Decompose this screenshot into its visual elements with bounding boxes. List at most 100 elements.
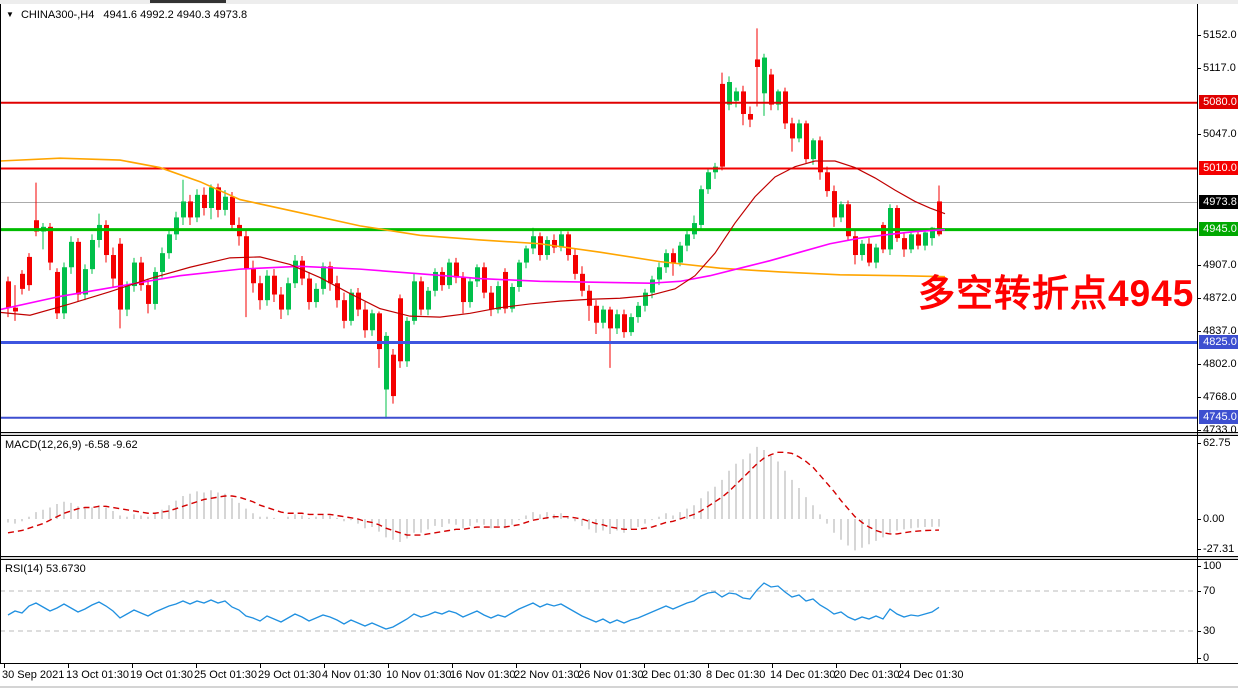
date-label: 19 Oct 01:30 bbox=[130, 669, 193, 681]
symbol-name: CHINA300-,H4 bbox=[20, 9, 95, 21]
candle-body bbox=[223, 196, 228, 210]
candle-body bbox=[608, 309, 613, 329]
candle-body bbox=[937, 201, 942, 235]
candle-body bbox=[342, 300, 347, 321]
candle-body bbox=[517, 262, 522, 287]
candle-body bbox=[279, 294, 284, 310]
panel-border bbox=[0, 432, 1238, 433]
moving-average-line bbox=[0, 157, 946, 278]
candle-body bbox=[552, 239, 557, 248]
candle-body bbox=[531, 236, 536, 249]
candle-body bbox=[790, 123, 795, 139]
candle-body bbox=[6, 281, 11, 308]
price-axis-tick bbox=[1197, 298, 1201, 299]
candle-body bbox=[125, 286, 130, 310]
candle-body bbox=[321, 266, 326, 289]
candle-body bbox=[27, 256, 32, 286]
candle-body bbox=[566, 234, 571, 256]
price-axis-tick bbox=[1197, 35, 1201, 36]
candle-body bbox=[377, 313, 382, 350]
candle-body bbox=[391, 354, 396, 397]
candle-body bbox=[671, 253, 676, 263]
rsi-axis-tick bbox=[1197, 658, 1201, 659]
panel-border bbox=[0, 556, 1238, 557]
candle-body bbox=[615, 314, 620, 329]
date-tick bbox=[68, 664, 69, 668]
candle-body bbox=[307, 278, 312, 303]
candle-body bbox=[587, 290, 592, 306]
price-axis-tick bbox=[1197, 265, 1201, 266]
price-axis-tick bbox=[1197, 397, 1201, 398]
candle-body bbox=[132, 262, 137, 287]
date-label: 10 Nov 01:30 bbox=[386, 669, 452, 681]
dropdown-triangle-icon[interactable]: ▼ bbox=[6, 10, 14, 19]
candle-body bbox=[433, 271, 438, 291]
candle-body bbox=[251, 269, 256, 284]
macd-axis-tick bbox=[1197, 519, 1201, 520]
candle-body bbox=[447, 262, 452, 286]
rsi-plot[interactable] bbox=[0, 560, 1197, 663]
candle-body bbox=[398, 298, 403, 362]
date-tick bbox=[836, 664, 837, 668]
price-axis-badge: 4945.0 bbox=[1199, 222, 1238, 236]
candle-body bbox=[510, 286, 515, 309]
candle-body bbox=[797, 123, 802, 139]
macd-plot[interactable] bbox=[0, 436, 1197, 556]
macd-signal-line bbox=[7, 451, 940, 536]
date-label: 25 Oct 01:30 bbox=[194, 669, 257, 681]
date-tick bbox=[452, 664, 453, 668]
candle-body bbox=[902, 238, 907, 250]
candle-body bbox=[384, 335, 389, 390]
candle-body bbox=[328, 266, 333, 284]
candle-body bbox=[916, 234, 921, 246]
panel-splitter[interactable] bbox=[0, 557, 1238, 559]
candle-body bbox=[769, 74, 774, 105]
candle-body bbox=[727, 82, 732, 105]
candle-body bbox=[720, 83, 725, 167]
candle-body bbox=[314, 288, 319, 303]
price-axis-label: 4802.0 bbox=[1203, 358, 1237, 370]
candle-body bbox=[97, 224, 102, 240]
candle-body bbox=[678, 245, 683, 263]
candle-body bbox=[160, 253, 165, 272]
candle-body bbox=[244, 236, 249, 270]
candle-body bbox=[118, 243, 123, 310]
date-label: 24 Dec 01:30 bbox=[898, 669, 964, 681]
candle-body bbox=[545, 239, 550, 256]
rsi-axis-label: 30 bbox=[1203, 625, 1216, 637]
candle-body bbox=[461, 277, 466, 303]
candle-body bbox=[356, 292, 361, 310]
rsi-line bbox=[7, 582, 940, 630]
date-label: 26 Nov 01:30 bbox=[578, 669, 644, 681]
price-axis-label: 4768.0 bbox=[1203, 391, 1237, 403]
candle-body bbox=[496, 286, 501, 310]
candle-body bbox=[825, 172, 830, 192]
moving-average-line bbox=[0, 160, 946, 318]
candle-body bbox=[209, 187, 214, 209]
price-axis-tick bbox=[1197, 430, 1201, 431]
price-axis-label: 5047.0 bbox=[1203, 128, 1237, 140]
date-label: 29 Oct 01:30 bbox=[258, 669, 321, 681]
candle-body bbox=[762, 57, 767, 94]
candle-body bbox=[706, 172, 711, 190]
candle-body bbox=[748, 113, 753, 120]
candle-body bbox=[699, 189, 704, 225]
date-label: 20 Dec 01:30 bbox=[834, 669, 900, 681]
candle-body bbox=[629, 317, 634, 333]
price-axis-label: 5117.0 bbox=[1203, 62, 1236, 74]
price-axis-label: 4733.0 bbox=[1203, 424, 1237, 436]
top-strip-handle bbox=[150, 0, 226, 3]
date-tick bbox=[260, 664, 261, 668]
panel-splitter[interactable] bbox=[0, 433, 1238, 435]
date-tick bbox=[772, 664, 773, 668]
price-chart-plot[interactable] bbox=[0, 0, 1197, 432]
candle-body bbox=[538, 236, 543, 256]
candle-body bbox=[69, 241, 74, 268]
candle-body bbox=[594, 305, 599, 323]
candle-body bbox=[195, 194, 200, 218]
macd-indicator-label: MACD(12,26,9) -6.58 -9.62 bbox=[5, 439, 138, 451]
candle-body bbox=[426, 290, 431, 310]
macd-axis-tick bbox=[1197, 443, 1201, 444]
candle-body bbox=[174, 217, 179, 235]
candle-body bbox=[895, 208, 900, 239]
